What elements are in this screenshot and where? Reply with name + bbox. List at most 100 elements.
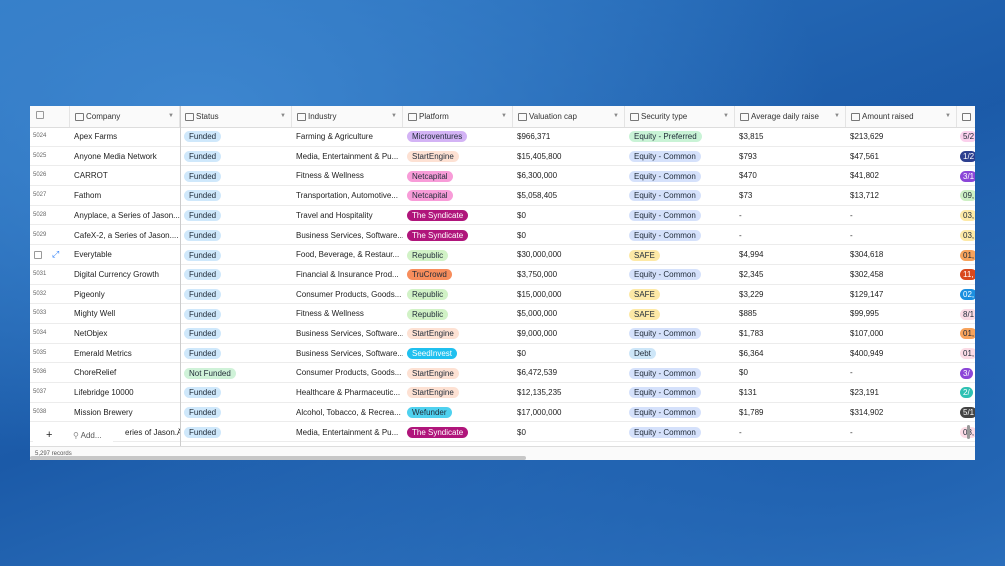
status-pill: Not Funded	[184, 367, 236, 379]
column-header[interactable]: Industry ▼	[292, 106, 403, 127]
status-pill: Funded	[184, 387, 222, 399]
platform-cell: Wefunder	[403, 403, 513, 422]
extra-pill: 03,	[960, 210, 975, 222]
add-record[interactable]: + ⚲ Add...	[33, 425, 113, 446]
security-pill: Equity - Common	[629, 269, 701, 281]
row-checkbox[interactable]	[34, 251, 42, 260]
horizontal-scrollbar[interactable]	[30, 456, 526, 460]
row-number: 5028	[33, 211, 47, 218]
header-menu[interactable]: ▼	[280, 113, 286, 119]
column-header[interactable]: Company ▼	[70, 106, 180, 127]
platform-cell: The Syndicate	[403, 206, 513, 225]
valuation-cell: $0	[517, 427, 526, 437]
extra-pill: 3/	[960, 367, 973, 379]
status-cell: Funded	[180, 166, 292, 185]
amount-cell: $23,191	[850, 388, 879, 398]
column-header[interactable]: Status ▼	[180, 106, 292, 127]
amount-cell: $213,629	[850, 132, 884, 141]
company-cell: Pigeonly	[74, 289, 105, 299]
platform-cell: Netcapital	[403, 166, 513, 185]
header-menu[interactable]: ▼	[501, 113, 507, 119]
select-all[interactable]	[30, 106, 70, 127]
add-text[interactable]: Add...	[80, 431, 102, 440]
security-cell: Equity - Common	[625, 403, 735, 422]
row-number: 5035	[33, 349, 47, 356]
column-header[interactable]: Amount raised ▼	[846, 106, 957, 127]
record-row[interactable]: 5038 Mission Brewery Funded Alcohol, Tobacc…	[30, 403, 975, 423]
header-label: Industry	[308, 112, 337, 121]
extra-cell: 01,	[957, 324, 975, 343]
valuation-cell: $6,300,000	[517, 171, 558, 181]
column-header[interactable]: Platform ▼	[403, 106, 513, 127]
industry-cell: Consumer Products, Goods...	[296, 368, 402, 378]
status-pill: Funded	[184, 426, 222, 438]
extra-cell: 11,	[957, 265, 975, 284]
column-header[interactable]: Valuation cap ▼	[513, 106, 625, 127]
valuation-cell: $6,472,539	[517, 368, 558, 378]
platform-cell: Republic	[403, 245, 513, 264]
record-row[interactable]: 5029 CafeX-2, a Series of Jason.... Funded…	[30, 226, 975, 246]
column-header[interactable]	[957, 106, 975, 127]
header-menu[interactable]: ▼	[168, 113, 174, 119]
record-row[interactable]: 5035 Emerald Metrics Funded Business Servic…	[30, 344, 975, 364]
adr-cell: -	[739, 210, 742, 220]
record-row[interactable]: 5024 Apex Farms Funded Farming & Agricultur…	[30, 127, 975, 147]
record-row[interactable]: 5032 Pigeonly Funded Consumer Products, Goo…	[30, 285, 975, 305]
header-label: Company	[86, 112, 121, 121]
record-row[interactable]: 5037 Lifebridge 10000 Funded Healthcare & P…	[30, 383, 975, 403]
extra-cell: 03,	[957, 226, 975, 245]
add-plus[interactable]: +	[46, 429, 53, 441]
header-menu[interactable]: ▼	[613, 113, 619, 119]
row-number: 5027	[33, 192, 47, 199]
add-label[interactable]: ⚲ Add...	[73, 431, 102, 440]
extra-cell: 02,	[957, 285, 975, 304]
security-pill: Equity - Common	[629, 229, 701, 241]
company-cell: Digital Currency Growth	[74, 269, 159, 279]
valuation-cell: $0	[517, 348, 526, 358]
extra-cell: 01,	[957, 344, 975, 363]
record-row[interactable]: 5033 Mighty Well Funded Fitness & Wellness R…	[30, 304, 975, 324]
expand-record[interactable]: ⤢	[52, 249, 60, 260]
security-cell: Equity - Common	[625, 363, 735, 382]
adr-cell: $73	[739, 191, 753, 201]
amount-cell: -	[850, 210, 853, 220]
platform-pill: Republic	[407, 308, 449, 320]
amount-cell: $13,712	[850, 191, 879, 201]
header-menu[interactable]: ▼	[945, 113, 951, 119]
adr-cell: $1,783	[739, 329, 764, 338]
column-header[interactable]: Average daily raise ▼	[735, 106, 846, 127]
row-number: 5025	[33, 152, 47, 159]
record-row[interactable]: 5026 CARROT Funded Fitness & Wellness Netcap…	[30, 166, 975, 187]
header-menu[interactable]: ▼	[723, 113, 729, 119]
record-row[interactable]: 5025 Anyone Media Network Funded Media, Ent…	[30, 147, 975, 167]
record-count: 5,297 records	[35, 451, 72, 457]
record-row[interactable]: 5036 ChoreRelief Not Funded Consumer Produc…	[30, 363, 975, 384]
row-number: 5033	[33, 310, 47, 317]
record-row[interactable]: eries of Jason.Ä... Funded Media, Entertai…	[30, 423, 975, 443]
column-header[interactable]: Security type ▼	[625, 106, 735, 127]
record-row[interactable]: 5034 NetObjex Funded Business Services, Sof…	[30, 324, 975, 344]
industry-cell: Business Services, Software...	[296, 329, 403, 338]
header-menu[interactable]: ▼	[391, 113, 397, 119]
row-number: 5026	[33, 172, 47, 179]
security-cell: Equity - Common	[625, 324, 735, 343]
vertical-scrollbar[interactable]	[967, 425, 970, 439]
status-cell: Funded	[180, 206, 292, 225]
record-row[interactable]: ⤢ Everytable Funded Food, Beverage, & Resta…	[30, 245, 975, 265]
header-menu[interactable]: ▼	[834, 113, 840, 119]
extra-pill: 5/1	[960, 407, 975, 419]
platform-cell: StartEngine	[403, 147, 513, 166]
platform-cell: Republic	[403, 304, 513, 323]
record-row[interactable]: 5028 Anyplace, a Series of Jason... Funded…	[30, 206, 975, 226]
amount-cell: $129,147	[850, 289, 884, 299]
record-row[interactable]: 5031 Digital Currency Growth Funded Financi…	[30, 265, 975, 285]
amount-cell: $304,618	[850, 250, 884, 260]
record-row[interactable]: 5027 Fathom Funded Transportation, Automoti…	[30, 186, 975, 206]
company-cell: Everytable	[74, 250, 112, 260]
platform-pill: StartEngine	[407, 367, 459, 379]
status-cell: Funded	[180, 285, 292, 304]
security-cell: Equity - Common	[625, 383, 735, 402]
industry-cell: Farming & Agriculture	[296, 132, 373, 141]
extra-cell: 09,	[957, 186, 975, 205]
